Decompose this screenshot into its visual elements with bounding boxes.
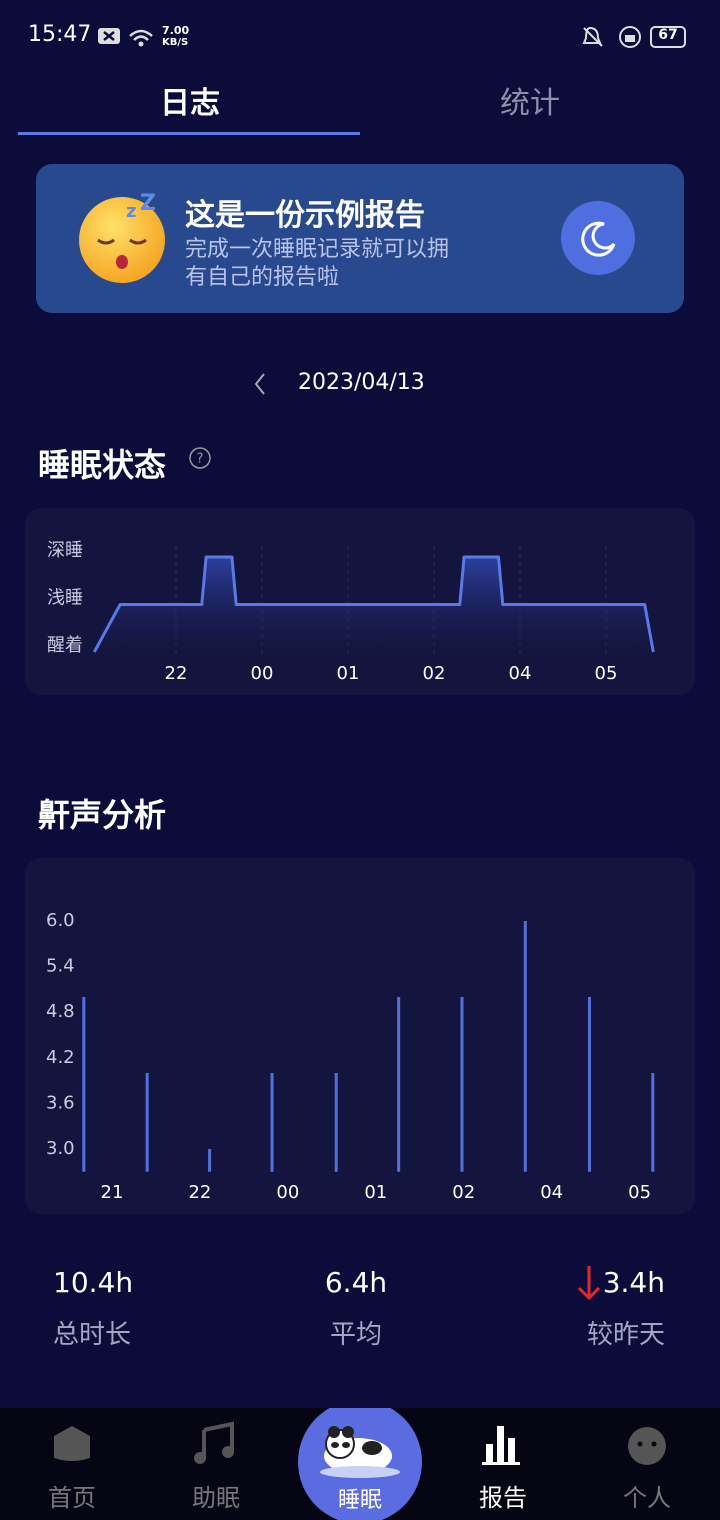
y-tick-label: 5.4 [46,956,75,977]
net-unit: KB/S [162,37,189,48]
nav-item[interactable]: 报告 [479,1484,527,1512]
x-tick-label: 05 [628,1182,651,1203]
stat-label: 平均 [329,1320,382,1350]
x-tick-label: 01 [364,1182,387,1203]
stage-line [92,555,655,653]
y-tick-label: 4.8 [46,1001,75,1022]
y-tick-label: 浅睡 [47,588,83,609]
status-time: 15:47 [28,22,92,47]
nav-item[interactable]: 助眠 [192,1484,240,1512]
y-tick-label: 醒着 [47,635,83,656]
sleep-emoji: z Z [79,192,165,283]
bar [208,1149,212,1172]
x-tick-label: 02 [452,1182,475,1203]
tab[interactable]: 日志 [160,86,220,121]
bar [460,997,464,1172]
bar [145,1073,149,1172]
down-arrow [577,1266,601,1301]
nav-icons [54,1408,666,1520]
status-icons [98,28,153,47]
net-speed: 7.00 [162,24,190,37]
tab-underline [18,132,360,135]
x-tick-label: 21 [101,1182,124,1203]
x-tick-label: 22 [188,1182,211,1203]
snore-chart: 6.0 5.4 4.8 4.2 3.6 3.0 21 22 00 01 02 04 05 [25,858,695,1214]
y-tick-label: 6.0 [46,910,75,931]
stat-value: 3.4h [602,1266,665,1299]
stat-label: 总时长 [53,1320,132,1350]
battery-level: 67 [658,27,678,43]
bar [587,997,591,1172]
y-tick-label: 3.6 [46,1092,75,1113]
nav-item[interactable]: 个人 [623,1484,671,1512]
svg-text:?: ? [197,452,204,467]
nav-item[interactable]: 首页 [48,1484,96,1512]
moon-button[interactable] [560,200,638,278]
y-tick-label: 4.2 [46,1047,75,1068]
chart-card [25,858,695,1214]
x-tick-label: 05 [595,663,618,684]
date: 2023/04/13 [298,370,425,395]
x-tick-label: 00 [276,1182,299,1203]
banner-subtitle: 完成一次睡眠记录就可以拥有自己的报告啦 [185,237,450,290]
stat-value: 6.4h [324,1266,388,1299]
y-tick-label: 3.0 [46,1138,75,1159]
prev-date[interactable] [250,370,270,398]
y-tick-label: 深睡 [47,540,83,561]
help-icon[interactable]: ? [188,446,212,470]
x-tick-label: 02 [423,663,446,684]
x-tick-label: 01 [337,663,360,684]
x-tick-label: 04 [509,663,532,684]
x-tick-label: 00 [251,663,274,684]
x-tick-label: 22 [165,663,188,684]
stat-value: 10.4h [53,1266,134,1299]
stat-label: 较昨天 [586,1320,665,1350]
svg-text:z: z [126,201,136,222]
bar [334,1073,338,1172]
x-tick-label: 04 [540,1182,563,1203]
status-right-icons [582,26,686,48]
nav-item[interactable]: 睡眠 [337,1488,382,1513]
section-title: 鼾声分析 [38,796,167,834]
bar [270,1073,274,1172]
bar [397,997,401,1172]
bar [651,1073,655,1172]
svg-text:Z: Z [140,192,156,216]
section-title: 睡眠状态 [38,446,167,484]
tab[interactable]: 统计 [500,86,560,121]
banner-title: 这是一份示例报告 [185,198,425,233]
bar [523,921,527,1172]
bar [82,997,86,1172]
